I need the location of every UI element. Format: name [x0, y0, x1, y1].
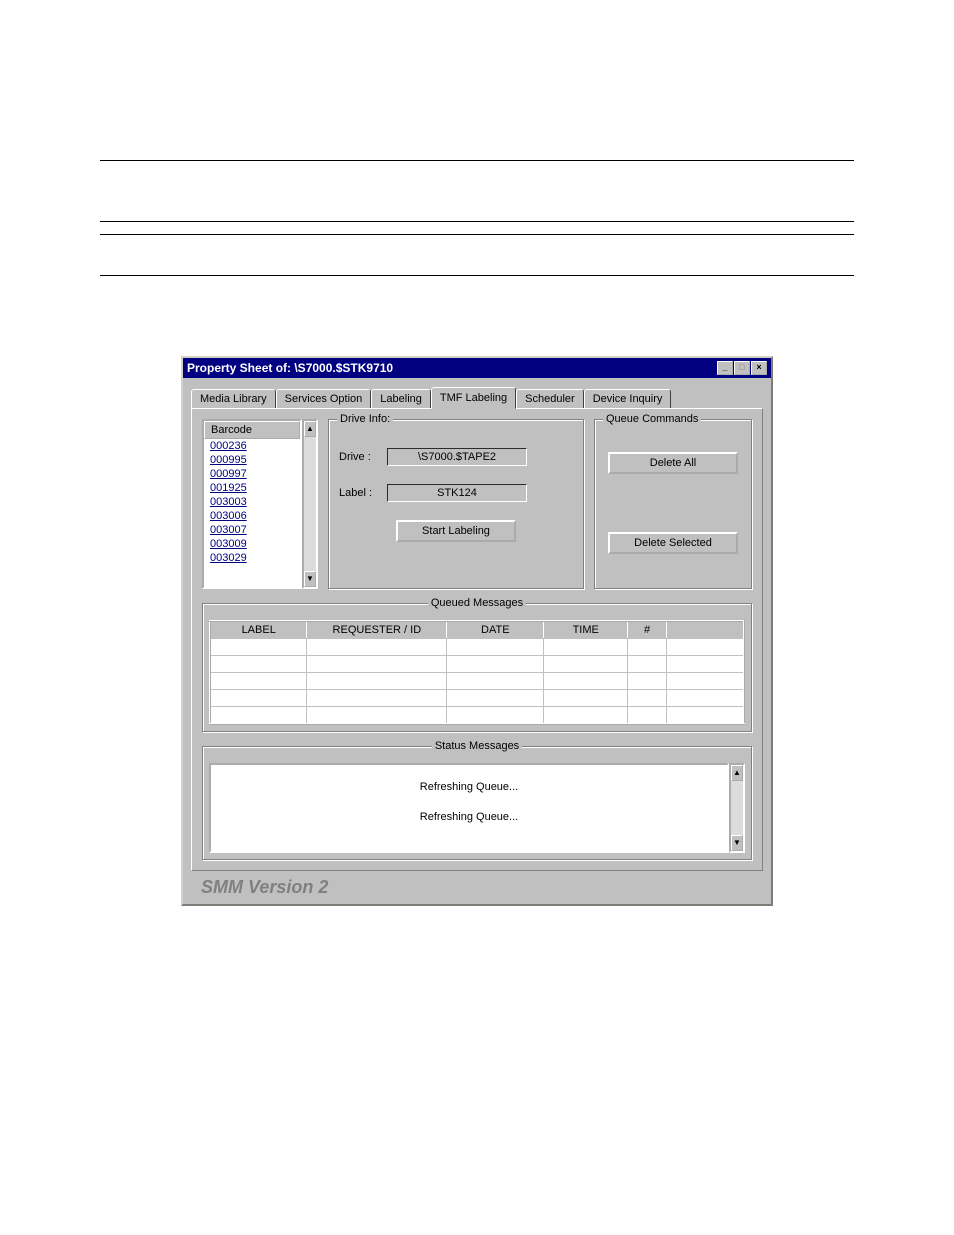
tab-scheduler[interactable]: Scheduler — [516, 389, 584, 408]
barcode-item[interactable]: 001925 — [204, 481, 300, 495]
barcode-header[interactable]: Barcode — [204, 421, 300, 439]
drive-label: Drive : — [339, 451, 387, 463]
table-cell — [307, 707, 447, 724]
queue-commands-group: Queue Commands Delete All Delete Selecte… — [594, 419, 752, 589]
barcode-item[interactable]: 003006 — [204, 509, 300, 523]
property-sheet-window: Property Sheet of: \S7000.$STK9710 _ □ ×… — [181, 356, 773, 906]
barcode-item[interactable]: 003029 — [204, 551, 300, 565]
tabstrip: Media LibraryServices OptionLabelingTMF … — [191, 386, 763, 408]
status-line: Refreshing Queue... — [221, 781, 717, 793]
table-cell — [628, 707, 667, 724]
table-cell — [628, 673, 667, 690]
status-scrollbar[interactable]: ▲ ▼ — [729, 763, 745, 853]
queued-messages-group: Queued Messages LABELREQUESTER / IDDATET… — [202, 603, 752, 732]
queued-col-header[interactable] — [666, 621, 744, 639]
table-cell — [544, 673, 628, 690]
barcode-item[interactable]: 000236 — [204, 439, 300, 453]
tab-labeling[interactable]: Labeling — [371, 389, 431, 408]
table-cell — [307, 639, 447, 656]
table-cell — [628, 639, 667, 656]
table-row[interactable] — [210, 656, 744, 673]
delete-selected-button[interactable]: Delete Selected — [608, 532, 738, 554]
queued-col-header[interactable]: REQUESTER / ID — [307, 621, 447, 639]
barcode-item[interactable]: 000997 — [204, 467, 300, 481]
table-cell — [447, 690, 544, 707]
table-row[interactable] — [210, 639, 744, 656]
scroll-up-icon[interactable]: ▲ — [304, 421, 316, 437]
table-cell — [666, 656, 744, 673]
start-labeling-button[interactable]: Start Labeling — [396, 520, 516, 542]
status-messages-area: Refreshing Queue... Refreshing Queue... — [209, 763, 729, 853]
version-label: SMM Version 2 — [191, 871, 763, 904]
barcode-item[interactable]: 003007 — [204, 523, 300, 537]
tab-device-inquiry[interactable]: Device Inquiry — [584, 389, 672, 408]
delete-all-button[interactable]: Delete All — [608, 452, 738, 474]
table-row[interactable] — [210, 690, 744, 707]
scroll-up-icon[interactable]: ▲ — [731, 765, 743, 781]
drive-info-legend: Drive Info: — [337, 413, 393, 425]
tabpanel-tmf-labeling: Barcode 00023600099500099700192500300300… — [191, 408, 763, 871]
table-cell — [544, 656, 628, 673]
client-area: Media LibraryServices OptionLabelingTMF … — [183, 378, 771, 904]
queued-col-header[interactable]: LABEL — [210, 621, 307, 639]
queued-col-header[interactable]: TIME — [544, 621, 628, 639]
tab-services-option[interactable]: Services Option — [276, 389, 372, 408]
queued-col-header[interactable]: DATE — [447, 621, 544, 639]
barcode-item[interactable]: 003009 — [204, 537, 300, 551]
scroll-track[interactable] — [731, 781, 743, 835]
minimize-button[interactable]: _ — [717, 361, 733, 375]
tab-tmf-labeling[interactable]: TMF Labeling — [431, 387, 516, 409]
table-cell — [307, 656, 447, 673]
tab-media-library[interactable]: Media Library — [191, 389, 276, 408]
titlebar-buttons: _ □ × — [716, 361, 767, 375]
table-cell — [666, 639, 744, 656]
barcode-listbox[interactable]: Barcode 00023600099500099700192500300300… — [202, 419, 318, 589]
table-cell — [307, 690, 447, 707]
table-cell — [447, 673, 544, 690]
drive-value: \S7000.$TAPE2 — [387, 448, 527, 466]
table-row[interactable] — [210, 673, 744, 690]
drive-info-group: Drive Info: Drive : \S7000.$TAPE2 Label … — [328, 419, 584, 589]
table-cell — [544, 639, 628, 656]
table-cell — [307, 673, 447, 690]
table-cell — [447, 656, 544, 673]
barcode-item[interactable]: 000995 — [204, 453, 300, 467]
status-messages-legend: Status Messages — [432, 740, 522, 752]
scroll-down-icon[interactable]: ▼ — [731, 835, 743, 851]
table-cell — [210, 707, 307, 724]
table-cell — [666, 673, 744, 690]
close-button[interactable]: × — [751, 361, 767, 375]
table-cell — [210, 690, 307, 707]
table-cell — [210, 673, 307, 690]
scroll-down-icon[interactable]: ▼ — [304, 571, 316, 587]
label-label: Label : — [339, 487, 387, 499]
barcode-scrollbar[interactable]: ▲ ▼ — [302, 419, 318, 589]
table-cell — [210, 656, 307, 673]
maximize-button: □ — [734, 361, 750, 375]
table-cell — [210, 639, 307, 656]
label-value: STK124 — [387, 484, 527, 502]
table-row[interactable] — [210, 707, 744, 724]
queued-messages-table[interactable]: LABELREQUESTER / IDDATETIME# — [209, 620, 745, 725]
barcode-item[interactable]: 003003 — [204, 495, 300, 509]
titlebar: Property Sheet of: \S7000.$STK9710 _ □ × — [183, 358, 771, 378]
queued-col-header[interactable]: # — [628, 621, 667, 639]
table-cell — [666, 690, 744, 707]
queued-messages-legend: Queued Messages — [428, 597, 526, 609]
table-cell — [628, 690, 667, 707]
table-cell — [544, 690, 628, 707]
status-line: Refreshing Queue... — [221, 811, 717, 823]
scroll-track[interactable] — [304, 437, 316, 571]
table-cell — [628, 656, 667, 673]
table-cell — [447, 707, 544, 724]
table-cell — [447, 639, 544, 656]
table-cell — [666, 707, 744, 724]
queue-commands-legend: Queue Commands — [603, 413, 701, 425]
status-messages-group: Status Messages Refreshing Queue...Refre… — [202, 746, 752, 860]
window-title: Property Sheet of: \S7000.$STK9710 — [187, 361, 393, 375]
table-cell — [544, 707, 628, 724]
